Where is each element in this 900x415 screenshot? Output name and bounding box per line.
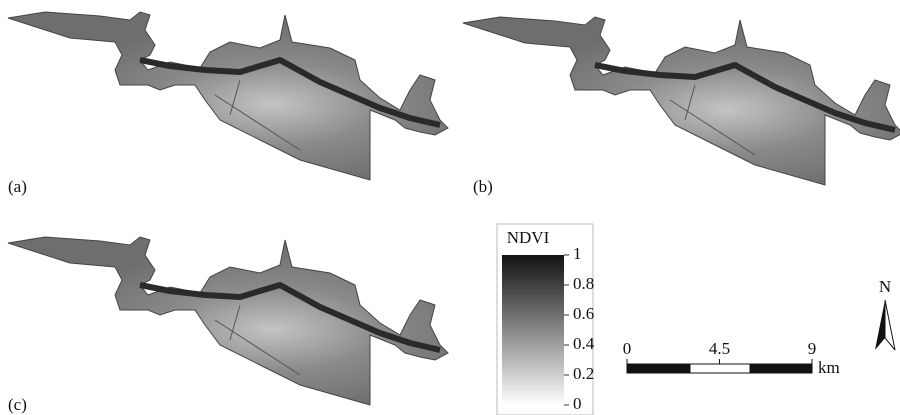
map-panel-a [8,12,448,180]
north-arrow-left [875,300,885,350]
scale-tick-label: 4.5 [709,339,730,358]
scale-unit: km [818,358,840,377]
scale-tick-label: 9 [808,339,817,358]
north-arrow: N [875,277,895,350]
legend-tick-label: 0 [573,394,582,413]
legend-tick-label: 0.8 [573,274,594,293]
legend-title: NDVI [507,228,550,247]
legend-tick-label: 0.6 [573,304,594,323]
figure: (a) (b) (c) NDVI km N 1 0.8 0.6 0.4 0.2 0 0 4.5… [0,0,900,415]
north-label: N [879,277,891,296]
scale-segment [627,364,690,373]
scale-tick-label: 0 [623,339,632,358]
scale-bar: km [627,358,840,377]
panel-label: (c) [8,395,27,414]
scale-segment [750,364,812,373]
legend-tick-label: 1 [573,244,582,263]
legend-tick-label: 0.4 [573,334,595,353]
legend-tick-label: 0.2 [573,364,594,383]
scale-segment [690,364,750,373]
panel-label: (a) [8,177,27,196]
panel-label: (b) [473,177,493,196]
map-panel-c [8,237,448,405]
north-arrow-right [885,300,895,350]
color-ramp [502,255,564,405]
map-panel-b [463,17,900,185]
